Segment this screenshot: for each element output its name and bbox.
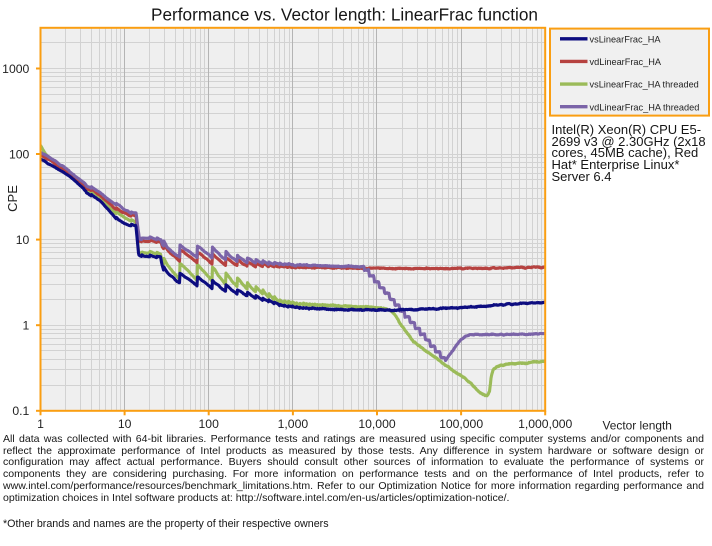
svg-text:vsLinearFrac_HA threaded: vsLinearFrac_HA threaded [590,80,699,90]
svg-text:vdLinearFrac_HA: vdLinearFrac_HA [590,57,662,67]
svg-text:100,000: 100,000 [439,417,483,431]
svg-text:1: 1 [23,319,30,333]
svg-text:10: 10 [16,233,30,247]
svg-text:1: 1 [37,417,44,431]
svg-text:Performance vs. Vector length:: Performance vs. Vector length: LinearFra… [151,4,538,24]
svg-text:100: 100 [199,417,220,431]
svg-text:10,000: 10,000 [358,417,395,431]
svg-text:1000: 1000 [2,62,29,76]
svg-text:vsLinearFrac_HA: vsLinearFrac_HA [590,34,662,44]
svg-text:vdLinearFrac_HA threaded: vdLinearFrac_HA threaded [590,102,700,112]
svg-text:CPE: CPE [5,185,20,212]
svg-text:1,000: 1,000 [278,417,309,431]
svg-text:0.1: 0.1 [12,404,29,418]
svg-text:Vector length: Vector length [603,418,672,432]
svg-text:100: 100 [9,147,30,161]
svg-text:1,000,000: 1,000,000 [518,417,572,431]
svg-text:10: 10 [118,417,132,431]
